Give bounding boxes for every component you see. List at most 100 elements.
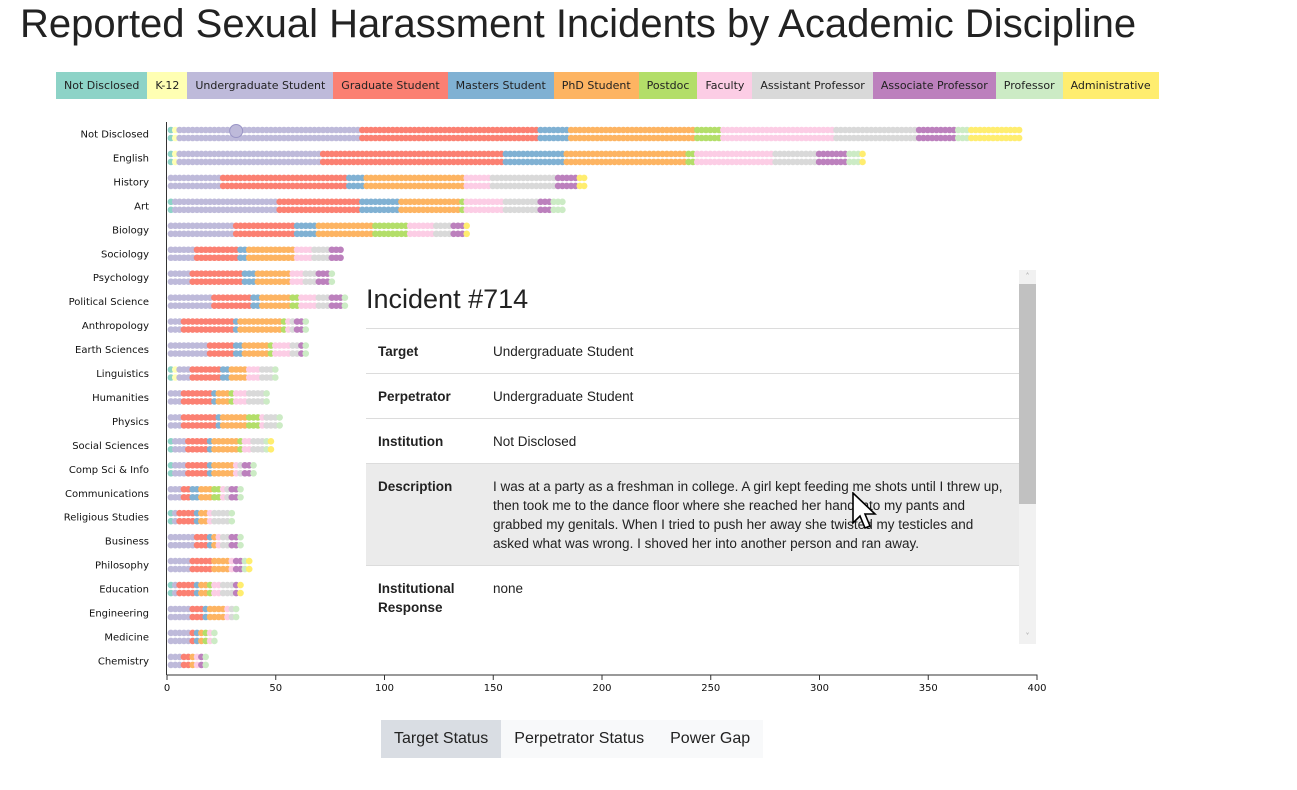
detail-value: I was at a party as a freshman in colleg…: [481, 463, 1019, 566]
panel-scrollbar[interactable]: ˄ ˅: [1019, 270, 1036, 644]
category-label: Social Sciences: [72, 441, 149, 452]
dot-marks: [167, 124, 1023, 669]
detail-row: Target Undergraduate Student: [366, 328, 1019, 374]
detail-row: Perpetrator Undergraduate Student: [366, 373, 1019, 419]
category-labels: Not Disclosed English History Art Biology Soc…: [64, 130, 149, 668]
incident-dot[interactable]: [276, 422, 283, 429]
incident-dot[interactable]: [337, 246, 344, 254]
selected-incident-dot[interactable]: [229, 124, 244, 138]
view-button[interactable]: Perpetrator Status: [514, 730, 645, 747]
x-tick-label: 300: [810, 683, 829, 694]
incident-dot[interactable]: [228, 517, 236, 525]
incident-dot[interactable]: [859, 150, 866, 158]
incident-dot[interactable]: [302, 318, 310, 325]
detail-key: Target: [366, 328, 481, 374]
legend-item[interactable]: Undergraduate Student: [187, 72, 334, 99]
incident-dot[interactable]: [328, 270, 336, 277]
incident-dot[interactable]: [202, 653, 209, 661]
incident-dot[interactable]: [237, 589, 244, 597]
incident-dot[interactable]: [267, 438, 275, 445]
incident-dot[interactable]: [267, 446, 275, 453]
incident-dot[interactable]: [250, 470, 257, 477]
legend-item[interactable]: Assistant Professor: [752, 72, 873, 99]
detail-key: Perpetrator: [366, 373, 481, 419]
category-label: Earth Sciences: [75, 345, 149, 356]
legend-item[interactable]: Masters Student: [447, 72, 554, 99]
incident-dot[interactable]: [237, 493, 244, 501]
view-toggle-group: Target Status Perpetrator Status Power Gap: [381, 720, 764, 758]
incident-dot[interactable]: [302, 326, 310, 333]
page-title: Reported Sexual Harassment Incidents by …: [20, 2, 1137, 46]
incident-dot[interactable]: [559, 198, 566, 206]
legend-item[interactable]: Associate Professor: [872, 72, 996, 99]
scroll-up-arrow-icon[interactable]: ˄: [1025, 272, 1030, 281]
incident-dot[interactable]: [211, 629, 218, 637]
incident-dot[interactable]: [237, 533, 244, 541]
dot-chart[interactable]: Not Disclosed English History Art Biology Soc…: [0, 110, 1060, 700]
incident-dot[interactable]: [328, 278, 336, 285]
x-axis: 0 50 100 150 200 250 300 350 400: [164, 122, 1047, 694]
category-label: English: [113, 153, 149, 164]
incident-dot[interactable]: [1015, 134, 1023, 142]
x-tick-label: 350: [919, 683, 938, 694]
view-button[interactable]: Target Status: [381, 720, 502, 758]
incident-dot[interactable]: [272, 366, 279, 373]
incident-dot[interactable]: [337, 254, 344, 262]
incident-dot[interactable]: [211, 637, 218, 645]
view-button[interactable]: Power Gap: [670, 730, 751, 747]
incident-dot[interactable]: [302, 342, 310, 349]
incident-title: Incident #714: [366, 284, 529, 314]
detail-value: Not Disclosed: [481, 418, 1019, 464]
category-label: Psychology: [93, 273, 149, 284]
x-tick-label: 400: [1027, 683, 1046, 694]
legend-item[interactable]: Not Disclosed: [56, 72, 148, 99]
category-label: Linguistics: [96, 369, 149, 380]
incident-dot[interactable]: [302, 350, 310, 357]
incident-dot[interactable]: [580, 174, 588, 182]
detail-row: Institutional Response none: [366, 565, 1019, 629]
incident-dot[interactable]: [237, 581, 244, 589]
incident-dot[interactable]: [463, 230, 471, 238]
legend-item[interactable]: PhD Student: [553, 72, 639, 99]
incident-dot[interactable]: [272, 374, 279, 381]
incident-dot[interactable]: [263, 398, 270, 405]
incident-dot[interactable]: [245, 565, 253, 573]
incident-dot[interactable]: [202, 661, 209, 669]
scroll-down-arrow-icon[interactable]: ˅: [1025, 632, 1030, 641]
incident-dot[interactable]: [341, 294, 349, 301]
legend-item[interactable]: K-12: [147, 72, 188, 99]
incident-dot[interactable]: [859, 158, 866, 166]
incident-dot[interactable]: [1015, 126, 1023, 134]
incident-dot[interactable]: [250, 462, 257, 469]
legend-item[interactable]: Administrative: [1062, 72, 1159, 99]
legend-item[interactable]: Postdoc: [638, 72, 698, 99]
incident-dot[interactable]: [232, 613, 240, 621]
category-label: Education: [99, 585, 149, 596]
incident-dot[interactable]: [245, 557, 253, 565]
category-label: History: [113, 177, 149, 188]
incident-dot[interactable]: [237, 541, 244, 549]
incident-dot[interactable]: [232, 605, 240, 613]
legend: Not Disclosed K-12 Undergraduate Student Gr…: [56, 72, 1159, 99]
category-label: Business: [105, 537, 149, 548]
incident-dot[interactable]: [228, 509, 236, 517]
incident-dot[interactable]: [237, 485, 244, 493]
legend-item[interactable]: Professor: [995, 72, 1063, 99]
incident-dot[interactable]: [559, 206, 566, 214]
incident-dot[interactable]: [276, 414, 283, 421]
legend-item[interactable]: Faculty: [697, 72, 753, 99]
arrow-cursor-icon: [852, 492, 877, 530]
detail-key: Institutional Response: [366, 565, 481, 629]
incident-panel[interactable]: Incident #714 Target Undergraduate Studen…: [366, 270, 1036, 644]
detail-row: Description I was at a party as a freshma…: [366, 463, 1019, 566]
incident-dot[interactable]: [463, 222, 471, 230]
incident-dot[interactable]: [580, 182, 588, 190]
incident-dot[interactable]: [263, 390, 270, 397]
detail-row: Institution Not Disclosed: [366, 418, 1019, 464]
category-label: Art: [134, 201, 149, 212]
incident-dot[interactable]: [341, 302, 349, 309]
category-label: Communications: [65, 489, 149, 500]
legend-item[interactable]: Graduate Student: [333, 72, 448, 99]
panel-fade: [366, 626, 1019, 644]
scroll-thumb[interactable]: [1019, 284, 1036, 504]
